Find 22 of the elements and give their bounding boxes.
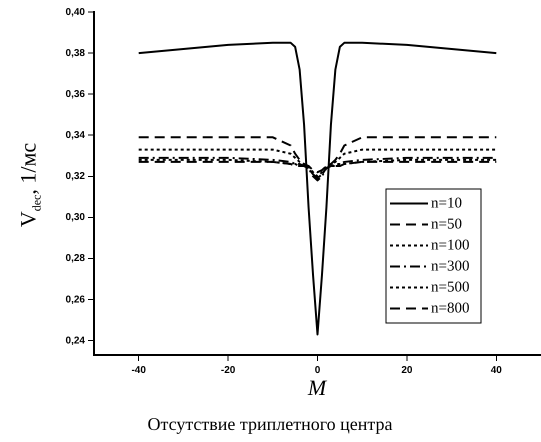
y-tick-label: 0,38 xyxy=(66,48,86,59)
y-tick-label: 0,34 xyxy=(66,130,86,141)
y-tick-label: 0,30 xyxy=(66,212,86,224)
y-tick-label: 0,36 xyxy=(66,88,86,100)
legend-label: n=500 xyxy=(431,279,470,296)
x-tick-label: 0 xyxy=(314,364,321,376)
x-axis-title: M xyxy=(308,375,326,401)
legend-label: n=800 xyxy=(431,300,470,316)
y-tick-label: 0,32 xyxy=(66,171,86,182)
x-tick-label: 20 xyxy=(401,364,413,376)
legend-label: n=100 xyxy=(431,237,470,254)
legend-label: n=10 xyxy=(431,195,462,212)
x-tick-label: -20 xyxy=(220,364,236,376)
x-tick-label: -40 xyxy=(131,364,146,376)
y-tick-label: 0,24 xyxy=(66,335,86,346)
text: Отсутствие триплетного центра xyxy=(148,414,392,435)
y-tick-label: 0,26 xyxy=(66,294,86,306)
legend-label: n=300 xyxy=(431,258,470,274)
y-tick-label: 0,28 xyxy=(66,253,86,264)
legend-label: n=50 xyxy=(431,216,462,232)
x-tick-label: 40 xyxy=(490,364,502,376)
y-tick-label: 0,40 xyxy=(66,6,86,18)
